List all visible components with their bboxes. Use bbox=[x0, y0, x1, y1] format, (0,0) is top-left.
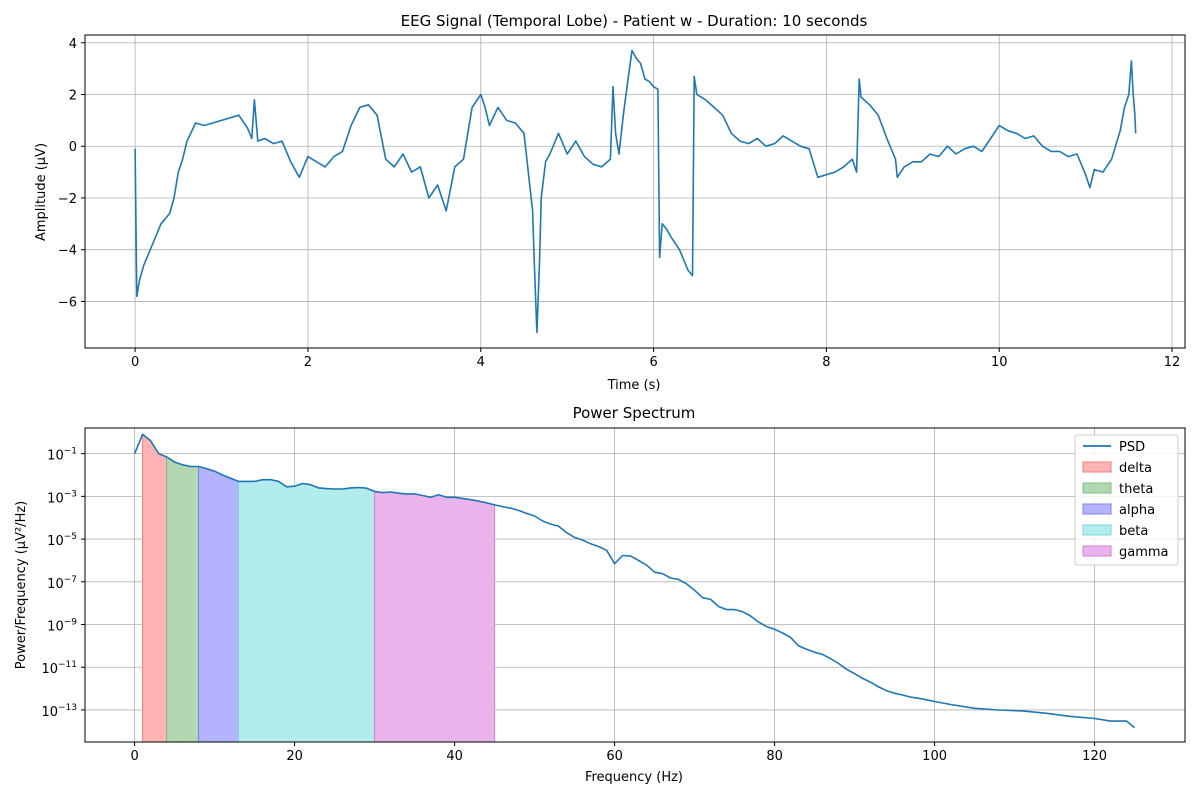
x-tick-label: 60 bbox=[606, 749, 623, 764]
x-tick-label: 80 bbox=[766, 749, 783, 764]
series-line bbox=[134, 49, 1137, 334]
y-tick-label: 10−13 bbox=[41, 703, 77, 720]
legend-swatch-delta bbox=[1082, 461, 1112, 473]
legend: PSD delta theta alpha beta gamma bbox=[1074, 434, 1179, 566]
grid bbox=[85, 35, 1185, 348]
x-axis-label: Time (s) bbox=[607, 378, 661, 393]
band-theta bbox=[166, 455, 200, 743]
chart-title: EEG Signal (Temporal Lobe) - Patient w -… bbox=[401, 12, 868, 30]
x-tick-label: 100 bbox=[922, 749, 947, 764]
axis-ticks: 0 2 4 6 8 10 12 −6 −4 −2 0 2 4 bbox=[58, 37, 1180, 370]
y-tick-label: 2 bbox=[69, 88, 77, 103]
legend-swatch-gamma bbox=[1082, 545, 1112, 557]
band-delta bbox=[142, 433, 168, 743]
legend-swatch-theta bbox=[1082, 482, 1112, 494]
band-gamma bbox=[374, 490, 496, 743]
power-spectrum-chart: Power Spectrum 0 20 40 60 80 100 12010−1310−11… bbox=[14, 404, 1186, 785]
band-beta bbox=[238, 479, 376, 743]
legend-label: theta bbox=[1119, 482, 1153, 497]
x-axis-label: Frequency (Hz) bbox=[585, 770, 683, 785]
band-alpha bbox=[198, 465, 240, 743]
y-tick-label: 10−3 bbox=[47, 489, 77, 506]
plot-frame bbox=[84, 427, 1186, 743]
axis-ticks: 0 20 40 60 80 100 120 10−13 10−11 10−9 10−7 10−5 10−… bbox=[41, 447, 1107, 764]
legend-label: gamma bbox=[1119, 545, 1169, 560]
x-tick-label: 8 bbox=[822, 355, 830, 370]
legend-swatch-beta bbox=[1082, 524, 1112, 536]
x-tick-label: 10 bbox=[991, 355, 1008, 370]
psd-line bbox=[133, 433, 1136, 729]
y-tick-label: 10−11 bbox=[41, 660, 77, 677]
chart-title: Power Spectrum bbox=[573, 404, 696, 422]
eeg-signal-line bbox=[134, 49, 1137, 334]
y-tick-label: 10−9 bbox=[47, 618, 77, 635]
x-tick-label: 120 bbox=[1082, 749, 1107, 764]
x-tick-label: 20 bbox=[286, 749, 303, 764]
y-tick-label: 10−1 bbox=[47, 447, 77, 464]
y-tick-label: 0 bbox=[69, 140, 77, 155]
x-tick-label: 6 bbox=[649, 355, 657, 370]
legend-label: beta bbox=[1119, 524, 1148, 539]
y-tick-label: −6 bbox=[58, 295, 77, 310]
plot-frame bbox=[84, 34, 1186, 349]
y-tick-label: −4 bbox=[58, 244, 77, 259]
series-line bbox=[133, 433, 1136, 729]
y-tick-label: 10−7 bbox=[47, 575, 77, 592]
x-tick-label: 12 bbox=[1164, 355, 1181, 370]
legend-label: delta bbox=[1119, 461, 1152, 476]
x-tick-label: 40 bbox=[446, 749, 463, 764]
legend-label: PSD bbox=[1119, 440, 1145, 455]
legend-swatch-alpha bbox=[1082, 503, 1112, 515]
x-tick-label: 0 bbox=[130, 749, 138, 764]
legend-label: alpha bbox=[1119, 503, 1155, 518]
y-axis-label: Amplitude (µV) bbox=[34, 143, 49, 241]
x-tick-label: 0 bbox=[131, 355, 139, 370]
band-fills bbox=[142, 433, 496, 743]
y-tick-label: 4 bbox=[69, 37, 77, 52]
y-axis-label: Power/Frequency (µV²/Hz) bbox=[14, 501, 29, 669]
y-tick-label: −2 bbox=[58, 192, 77, 207]
y-tick-label: 10−5 bbox=[47, 532, 77, 549]
eeg-signal-chart: EEG Signal (Temporal Lobe) - Patient w -… bbox=[34, 12, 1186, 393]
x-tick-label: 4 bbox=[477, 355, 485, 370]
x-tick-label: 2 bbox=[304, 355, 312, 370]
